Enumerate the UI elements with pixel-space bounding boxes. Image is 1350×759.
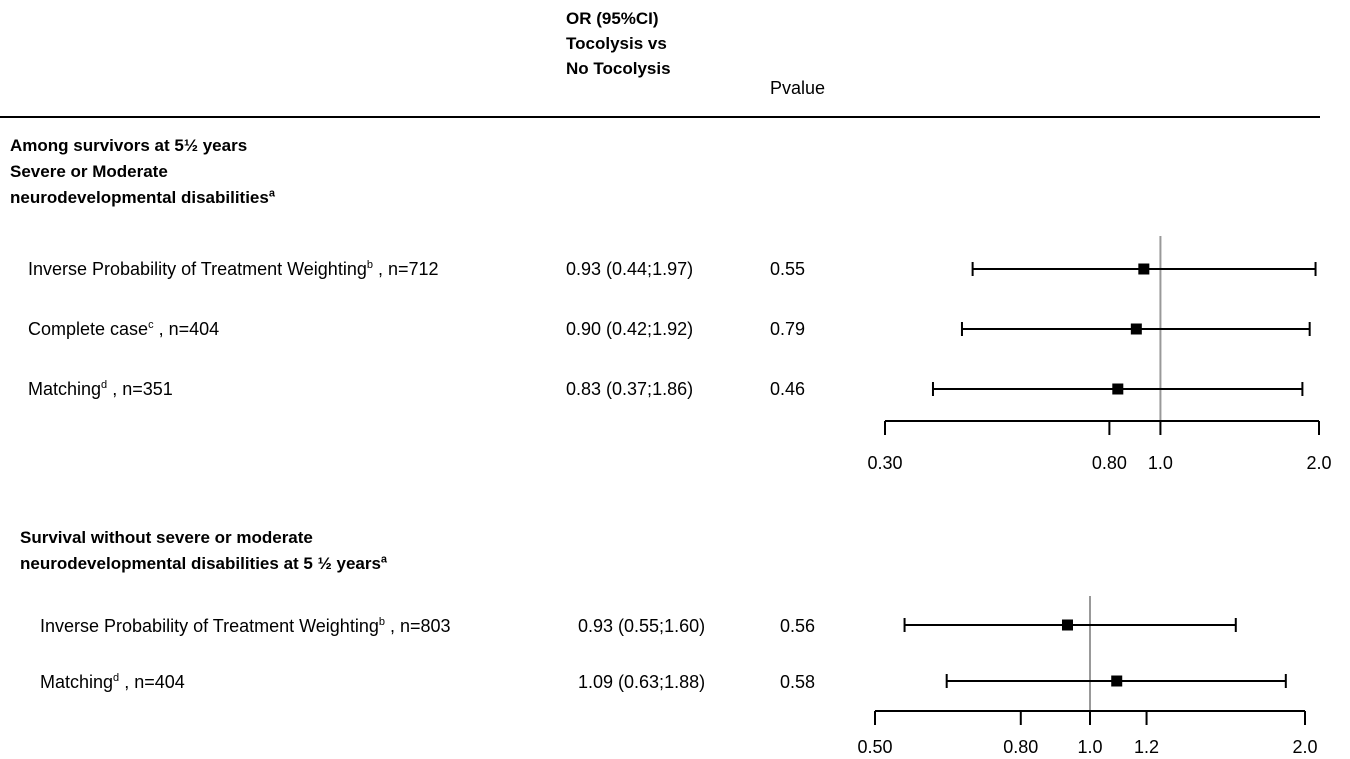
section2-title: Survival without severe or moderate neur… <box>20 525 387 577</box>
section1-title: Among survivors at 5½ years Severe or Mo… <box>10 133 275 211</box>
section1-title-line-3: neurodevelopmental disabilities <box>10 188 269 207</box>
plot1-tick-label: 2.0 <box>1306 453 1331 473</box>
pvalue-column-header: Pvalue <box>770 78 826 98</box>
s2-row1-label: Inverse Probability of Treatment Weighti… <box>40 616 451 636</box>
or-header-line-1: OR (95%CI) <box>566 9 659 28</box>
or-header-line-2: Tocolysis vs <box>566 34 667 53</box>
plot1-tick-label: 0.30 <box>867 453 902 473</box>
section1-title-line-2: Severe or Moderate <box>10 162 168 181</box>
plot1-tick-label: 1.0 <box>1148 453 1173 473</box>
plot2-tick-label: 0.80 <box>1003 737 1038 757</box>
plot2-point-estimate <box>1111 675 1123 687</box>
s1-row1-or: 0.93 (0.44;1.97) <box>566 259 694 279</box>
s1-row1-pvalue: 0.55 <box>770 259 806 279</box>
s1-row2-pvalue: 0.79 <box>770 319 806 339</box>
plot2-point-estimate <box>1061 619 1073 631</box>
section2-title-sup: a <box>380 553 388 566</box>
section2-title-line-2: neurodevelopmental disabilities at 5 ½ y… <box>20 554 381 573</box>
plot2-tick-label: 2.0 <box>1292 737 1317 757</box>
plot1-tick-label: 0.80 <box>1092 453 1127 473</box>
plot2-tick-label: 0.50 <box>857 737 892 757</box>
s2-row2-label: Matchingd , n=404 <box>40 672 185 692</box>
plot1-point-estimate <box>1130 323 1142 335</box>
section1-title-sup: a <box>268 187 275 200</box>
s1-row3-pvalue: 0.46 <box>770 379 806 399</box>
s2-row1-or: 0.93 (0.55;1.60) <box>578 616 706 636</box>
s1-row3-or: 0.83 (0.37;1.86) <box>566 379 694 399</box>
s2-row2-or: 1.09 (0.63;1.88) <box>578 672 706 692</box>
header-rule <box>0 116 1320 118</box>
s2-row1-pvalue: 0.56 <box>780 616 816 636</box>
section1-title-line-1: Among survivors at 5½ years <box>10 136 248 155</box>
s1-row2-label: Complete casec , n=404 <box>28 319 220 339</box>
or-column-header: OR (95%CI) Tocolysis vs No Tocolysis <box>566 6 671 81</box>
s1-row3-label: Matchingd , n=351 <box>28 379 173 399</box>
plot2-tick-label: 1.2 <box>1134 737 1159 757</box>
plot2-tick-label: 1.0 <box>1077 737 1102 757</box>
s1-row1-label: Inverse Probability of Treatment Weighti… <box>28 259 439 279</box>
s2-row2-pvalue: 0.58 <box>780 672 816 692</box>
plot1-point-estimate <box>1138 263 1150 275</box>
section2-title-line-1: Survival without severe or moderate <box>20 528 313 547</box>
or-header-line-3: No Tocolysis <box>566 59 671 78</box>
s1-row2-or: 0.90 (0.42;1.92) <box>566 319 694 339</box>
plot1-point-estimate <box>1112 383 1124 395</box>
